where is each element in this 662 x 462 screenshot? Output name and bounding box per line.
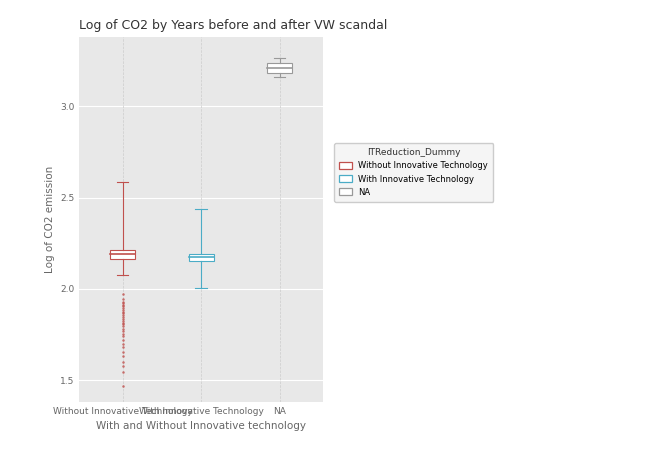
- Legend: Without Innovative Technology, With Innovative Technology, NA: Without Innovative Technology, With Inno…: [334, 143, 493, 202]
- X-axis label: With and Without Innovative technology: With and Without Innovative technology: [96, 421, 306, 432]
- Bar: [110, 249, 135, 259]
- Text: Log of CO2 by Years before and after VW scandal: Log of CO2 by Years before and after VW …: [79, 18, 388, 31]
- Y-axis label: Log of CO2 emission: Log of CO2 emission: [44, 166, 55, 273]
- Bar: [189, 255, 214, 261]
- Bar: [267, 63, 292, 73]
